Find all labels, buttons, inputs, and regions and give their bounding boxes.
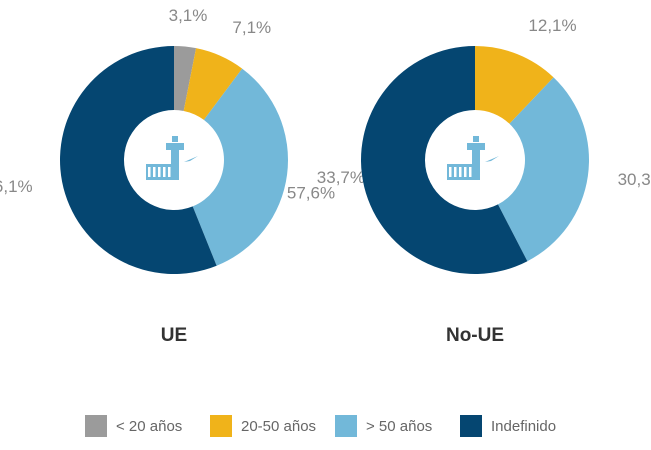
chart-title: No-UE: [446, 325, 504, 346]
pie-slice: [497, 77, 589, 262]
icon-part: [166, 143, 184, 150]
data-label: 30,3%: [618, 170, 651, 189]
icon-part: [172, 136, 178, 142]
center-icon: [146, 136, 198, 180]
icon-part: [158, 167, 161, 177]
legend-label: 20-50 años: [241, 418, 316, 435]
data-label: 12,1%: [528, 16, 576, 35]
icon-part: [473, 136, 479, 142]
pie-slice: [192, 68, 289, 266]
data-label: 3,1%: [169, 6, 208, 25]
icon-part: [449, 167, 452, 177]
icon-part: [184, 156, 198, 162]
center-icon: [447, 136, 499, 180]
legend-label: < 20 años: [116, 418, 182, 435]
legend-label: > 50 años: [366, 418, 432, 435]
icon-part: [148, 167, 151, 177]
data-label: 33,7%: [317, 168, 365, 187]
legend-swatch: [335, 415, 357, 437]
icon-part: [464, 167, 467, 177]
legend-swatch: [85, 415, 107, 437]
pie-slice: [174, 46, 197, 111]
icon-part: [469, 167, 472, 177]
legend-swatch: [460, 415, 482, 437]
icon-part: [163, 167, 166, 177]
data-label: 57,6%: [287, 184, 335, 203]
icon-part: [168, 167, 171, 177]
icon-part: [171, 150, 179, 180]
pie-slice: [183, 48, 243, 120]
chart-title: UE: [161, 325, 187, 346]
legend-label: Indefinido: [491, 418, 556, 435]
legend-swatch: [210, 415, 232, 437]
icon-part: [467, 143, 485, 150]
icon-part: [459, 167, 462, 177]
icon-part: [454, 167, 457, 177]
pie-slice: [60, 46, 217, 274]
icon-part: [472, 150, 480, 180]
data-label: 7,1%: [232, 18, 271, 37]
pie-slice: [361, 46, 528, 274]
icon-part: [485, 156, 499, 162]
pie-slice: [475, 46, 554, 124]
icon-part: [153, 167, 156, 177]
data-label: 56,1%: [0, 177, 33, 196]
